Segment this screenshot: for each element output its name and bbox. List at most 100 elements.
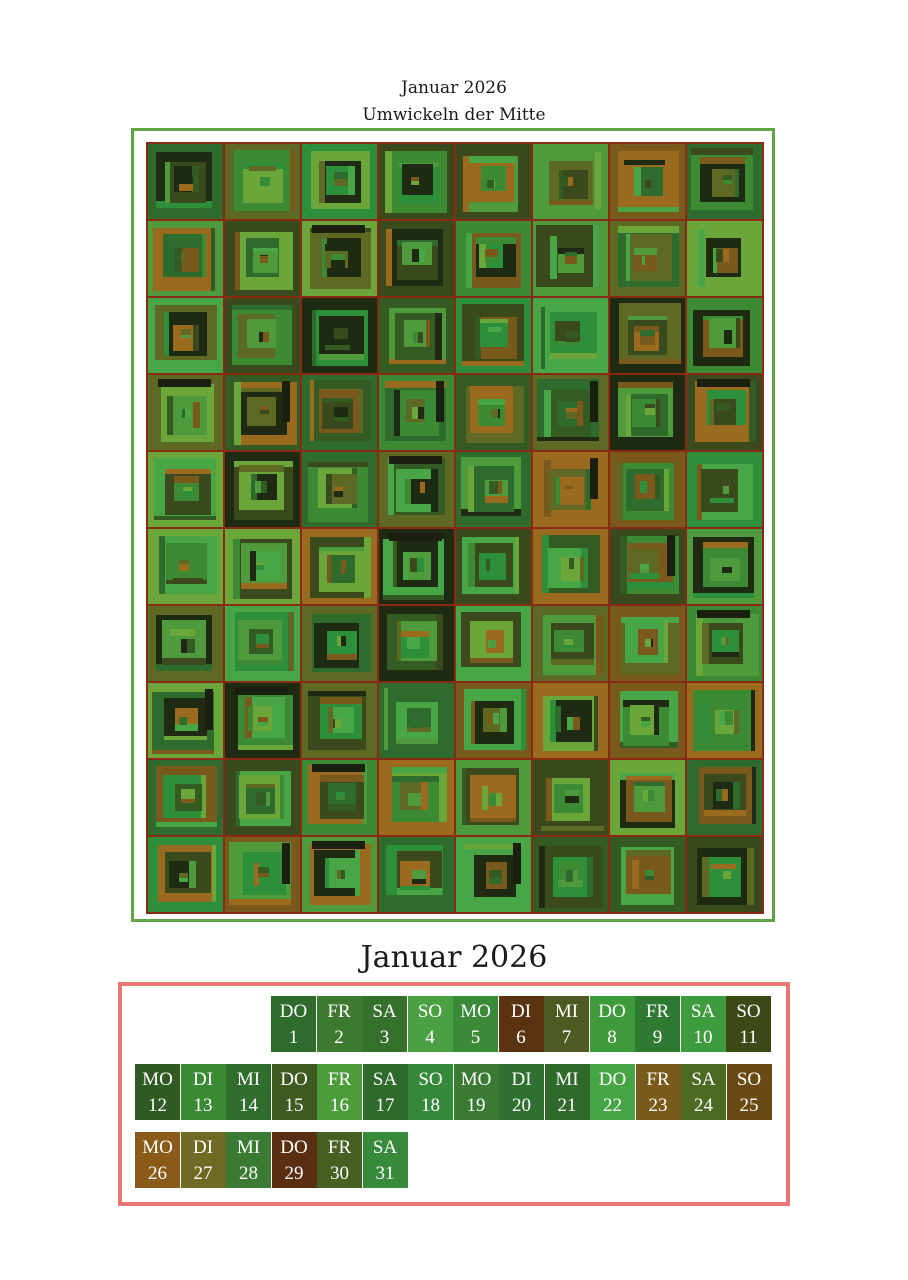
- mosaic-tile: [148, 452, 223, 527]
- mosaic-square: [258, 332, 270, 343]
- calendar-day: MO 12: [135, 1064, 180, 1120]
- mosaic-square: [330, 254, 345, 268]
- mosaic-square: [640, 563, 650, 573]
- mosaic-square: [178, 872, 189, 882]
- mosaic-square: [258, 716, 268, 727]
- mosaic-tile: [148, 683, 223, 758]
- mosaic-square: [410, 716, 422, 728]
- calendar-day: FR 30: [317, 1132, 362, 1188]
- mosaic-square: [643, 790, 654, 801]
- day-number: 13: [193, 1095, 213, 1116]
- mosaic-tile: [225, 452, 300, 527]
- day-number: 6: [516, 1027, 526, 1048]
- mosaic-square: [564, 639, 574, 649]
- calendar-day: SA 31: [362, 1132, 408, 1188]
- mosaic-tile: [302, 298, 377, 373]
- mosaic-dark-bar: [590, 458, 598, 500]
- weekday-label: FR: [646, 1069, 670, 1090]
- mosaic-square: [485, 558, 498, 571]
- day-number: 4: [425, 1027, 435, 1048]
- calendar-day: DO 15: [271, 1064, 317, 1120]
- mosaic-square: [249, 550, 280, 581]
- calendar-day: MO 19: [453, 1064, 499, 1120]
- mosaic-square: [565, 407, 577, 419]
- day-number: 16: [330, 1095, 349, 1116]
- weekday-label: DI: [511, 1069, 532, 1090]
- mosaic-square: [178, 177, 193, 192]
- calendar-day: SO 11: [726, 996, 771, 1052]
- mosaic-dark-bar: [205, 689, 213, 731]
- mosaic-tile: [610, 452, 685, 527]
- mosaic-dark-bar: [436, 381, 444, 423]
- mosaic-square: [332, 718, 342, 728]
- mosaic-square: [411, 869, 426, 884]
- day-number: 21: [557, 1095, 577, 1116]
- mosaic-square: [565, 869, 578, 882]
- mosaic-tile: [456, 683, 531, 758]
- mosaic-tile: [379, 529, 454, 604]
- mosaic-square: [180, 789, 195, 804]
- mosaic-square: [258, 866, 270, 878]
- mosaic-square: [412, 249, 426, 263]
- day-number: 14: [239, 1095, 258, 1116]
- mosaic-square: [334, 171, 349, 187]
- weekday-label: MO: [142, 1137, 173, 1158]
- day-number: 1: [288, 1027, 299, 1048]
- mosaic-square: [333, 487, 344, 497]
- mosaic-square: [333, 328, 349, 343]
- mosaic-tile: [148, 298, 223, 373]
- mosaic-square: [327, 782, 356, 812]
- weekday-label: SO: [736, 1069, 762, 1090]
- mosaic-square: [563, 176, 574, 187]
- mosaic-tile: [687, 375, 762, 450]
- mosaic-tile: [456, 298, 531, 373]
- mosaic-square: [488, 792, 502, 807]
- mosaic-tile: [379, 606, 454, 681]
- weekday-label: DO: [598, 1069, 627, 1090]
- mosaic-tile: [610, 529, 685, 604]
- weekday-label: DI: [192, 1069, 214, 1090]
- weekday-label: MI: [554, 1001, 579, 1022]
- weekday-label: SA: [372, 1001, 397, 1022]
- calendar-day: FR 2: [316, 996, 362, 1052]
- mosaic-tile: [610, 375, 685, 450]
- mosaic-tile: [148, 221, 223, 296]
- mosaic-tile: [148, 375, 223, 450]
- weekday-label: MI: [555, 1069, 579, 1090]
- day-number: 7: [561, 1027, 572, 1048]
- day-number: 5: [470, 1027, 481, 1048]
- mosaic-square: [641, 256, 651, 266]
- weekday-label: SA: [690, 1001, 716, 1022]
- calendar-day: FR 23: [635, 1064, 681, 1120]
- day-number: 25: [739, 1095, 759, 1116]
- weekday-label: DI: [192, 1137, 214, 1158]
- mosaic-square: [715, 788, 729, 802]
- mosaic-tile: [225, 760, 300, 835]
- day-number: 23: [648, 1095, 668, 1116]
- mosaic-square: [644, 404, 656, 415]
- mosaic-tile: [302, 529, 377, 604]
- weekday-label: DO: [598, 1001, 626, 1022]
- mosaic-dark-bar: [235, 687, 288, 695]
- mosaic-tile: [379, 221, 454, 296]
- mosaic-square: [640, 329, 656, 345]
- calendar-day: DI 13: [180, 1064, 226, 1120]
- mosaic-tile: [687, 452, 762, 527]
- mosaic-square: [720, 637, 729, 645]
- mosaic-tile: [148, 606, 223, 681]
- mosaic-square: [487, 327, 502, 341]
- mosaic-tile: [456, 375, 531, 450]
- mosaic-square: [491, 409, 500, 418]
- mosaic-tile: [456, 452, 531, 527]
- mosaic-tile: [533, 760, 608, 835]
- mosaic-square: [175, 784, 202, 811]
- mosaic-tile: [687, 837, 762, 912]
- mosaic-dark-bar: [312, 841, 365, 849]
- mosaic-tile: [302, 760, 377, 835]
- day-number: 31: [375, 1163, 395, 1184]
- weekday-label: MI: [236, 1069, 261, 1090]
- mosaic-square: [256, 792, 271, 807]
- mosaic-square: [716, 402, 730, 417]
- mosaic-dark-bar: [389, 456, 442, 464]
- mosaic-square: [182, 408, 192, 418]
